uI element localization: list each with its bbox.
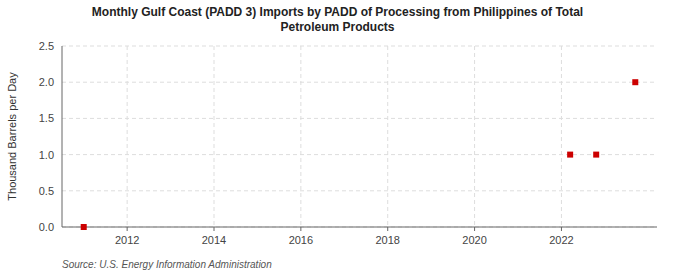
tick-mark [127,227,128,231]
tick-label: 2014 [202,234,226,246]
point [593,152,599,158]
tick-mark [214,227,215,231]
y-axis [62,46,63,227]
title: Monthly Gulf Coast (PADD 3) Imports by P… [92,5,583,34]
source: Source: U.S. Energy Information Administ… [62,259,272,270]
tick-mark [387,227,388,231]
tick-mark [300,227,301,231]
grid-line [387,46,388,227]
grid-line [474,46,475,227]
tick-label: 1.5 [39,112,54,124]
grid-line [300,46,301,227]
chart: Monthly Gulf Coast (PADD 3) Imports by P… [0,0,675,275]
tick-label: 0.0 [39,221,54,233]
tick-label: 2018 [375,234,399,246]
points [81,79,639,230]
tick-label: 2016 [289,234,313,246]
tick-label: 2022 [549,234,573,246]
grid-line [127,46,128,227]
tick-label: 2.0 [39,76,54,88]
grid-line [561,46,562,227]
tick-label: 2020 [462,234,486,246]
grid-line [214,46,215,227]
tick-label: 2.5 [39,40,54,52]
point [81,224,87,230]
point [567,152,573,158]
tick-mark [474,227,475,231]
grid-line [62,227,657,228]
point [632,79,638,85]
tick-label: 0.5 [39,185,54,197]
grid [62,46,657,227]
grid-line [62,118,657,119]
x-axis [62,227,657,228]
grid-line [62,46,657,47]
tick-label: 2012 [115,234,139,246]
grid-line [62,82,657,83]
tick-label: 1.0 [39,149,54,161]
y-label: Thousand Barrels per Day [6,72,18,201]
grid-line [62,190,657,191]
tick-mark [561,227,562,231]
